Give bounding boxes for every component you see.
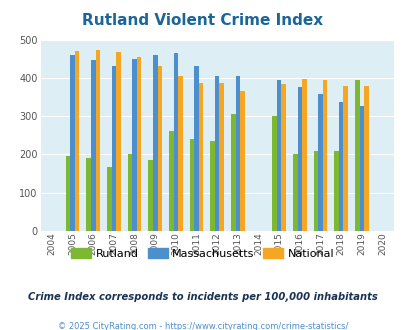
Bar <box>128 154 132 231</box>
Bar <box>173 53 178 231</box>
Bar <box>198 83 203 231</box>
Bar <box>210 141 214 231</box>
Bar <box>297 87 301 231</box>
Bar <box>66 155 70 231</box>
Bar <box>148 160 153 231</box>
Bar <box>70 55 75 231</box>
Bar <box>178 76 182 231</box>
Bar <box>194 66 198 231</box>
Bar <box>318 94 322 231</box>
Bar <box>363 86 368 231</box>
Bar <box>235 76 239 231</box>
Bar <box>322 80 326 231</box>
Bar <box>239 91 244 231</box>
Bar <box>214 76 219 231</box>
Text: © 2025 CityRating.com - https://www.cityrating.com/crime-statistics/: © 2025 CityRating.com - https://www.city… <box>58 322 347 330</box>
Text: Crime Index corresponds to incidents per 100,000 inhabitants: Crime Index corresponds to incidents per… <box>28 292 377 302</box>
Text: Rutland Violent Crime Index: Rutland Violent Crime Index <box>82 13 323 28</box>
Bar <box>343 85 347 231</box>
Bar <box>189 139 194 231</box>
Bar <box>272 116 276 231</box>
Bar <box>230 114 235 231</box>
Bar <box>75 51 79 231</box>
Bar <box>132 59 136 231</box>
Bar <box>276 80 281 231</box>
Bar <box>313 151 318 231</box>
Bar <box>292 154 297 231</box>
Bar <box>338 102 343 231</box>
Bar <box>281 84 285 231</box>
Bar <box>116 52 120 231</box>
Bar <box>153 55 157 231</box>
Bar <box>354 80 359 231</box>
Bar <box>107 167 111 231</box>
Bar <box>111 66 116 231</box>
Legend: Rutland, Massachusetts, National: Rutland, Massachusetts, National <box>67 244 338 263</box>
Bar <box>91 60 95 231</box>
Bar <box>136 57 141 231</box>
Bar <box>333 151 338 231</box>
Bar <box>95 50 100 231</box>
Bar <box>86 158 91 231</box>
Bar <box>301 79 306 231</box>
Bar <box>157 66 162 231</box>
Bar <box>168 131 173 231</box>
Bar <box>359 106 363 231</box>
Bar <box>219 83 224 231</box>
